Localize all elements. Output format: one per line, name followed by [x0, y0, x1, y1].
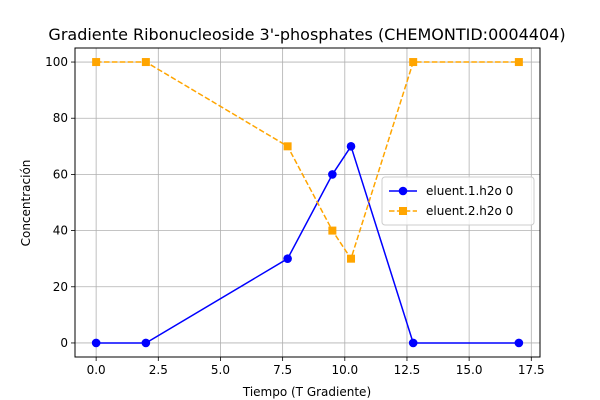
data-point — [408, 338, 418, 348]
y-tick-label: 60 — [53, 167, 68, 181]
x-tick-label: 7.5 — [273, 363, 292, 377]
x-tick-label: 0.0 — [87, 363, 106, 377]
x-axis-label: Tiempo (T Gradiente) — [242, 385, 371, 399]
data-point — [514, 338, 524, 348]
legend-label: eluent.2.h2o 0 — [426, 204, 513, 218]
legend-marker — [399, 207, 407, 215]
x-tick-label: 2.5 — [149, 363, 168, 377]
y-tick-label: 80 — [53, 111, 68, 125]
x-tick-label: 12.5 — [394, 363, 421, 377]
legend: eluent.1.h2o 0 eluent.2.h2o 0 — [381, 176, 535, 226]
series-line — [96, 144, 519, 344]
y-tick-label: 40 — [53, 224, 68, 238]
y-tick-label: 20 — [53, 280, 68, 294]
y-tick-label: 0 — [60, 336, 68, 350]
legend-label: eluent.1.h2o 0 — [426, 184, 513, 198]
x-tick-label: 15.0 — [456, 363, 483, 377]
data-point — [328, 170, 337, 179]
data-point — [141, 58, 150, 67]
legend-marker — [398, 186, 408, 196]
series-1 — [91, 142, 524, 348]
series-layer — [91, 58, 524, 348]
legend-entry: eluent.1.h2o 0 — [389, 184, 513, 198]
data-point — [409, 58, 418, 67]
y-tick-label: 100 — [45, 55, 68, 69]
legend-box — [381, 176, 535, 226]
y-axis-label: Concentración — [19, 160, 33, 247]
x-tick-label: 17.5 — [518, 363, 545, 377]
data-point — [91, 338, 101, 348]
chart-title: Gradiente Ribonucleoside 3'-phosphates (… — [48, 25, 565, 44]
data-point — [347, 254, 356, 263]
x-tick-label: 10.0 — [331, 363, 358, 377]
data-point — [514, 58, 523, 67]
ticks: 0.0 2.5 5.0 7.5 10.0 12.5 15.0 17.5 0 20 40 60 80 100 — [45, 55, 545, 377]
series-line — [96, 61, 519, 261]
data-point — [283, 254, 292, 263]
data-point — [346, 142, 356, 151]
data-point — [92, 58, 101, 67]
data-point — [141, 338, 151, 348]
x-tick-label: 5.0 — [211, 363, 230, 377]
plot-frame — [74, 47, 541, 358]
legend-entry: eluent.2.h2o 0 — [389, 204, 513, 218]
series-2 — [92, 58, 523, 263]
data-point — [283, 142, 292, 151]
data-point — [328, 226, 337, 235]
